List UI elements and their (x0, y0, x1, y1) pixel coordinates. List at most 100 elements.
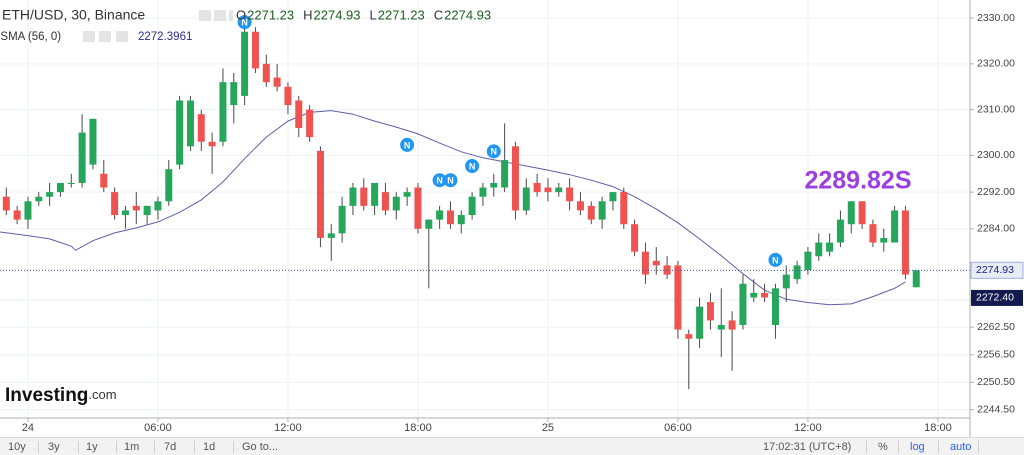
candle-body (371, 182, 379, 206)
candle-body (901, 210, 909, 275)
candle-body (46, 192, 54, 197)
candle-body (717, 324, 725, 330)
event-marker[interactable] (768, 252, 783, 267)
candle-body (631, 224, 639, 252)
candle-body (154, 201, 162, 211)
candle-body (446, 210, 454, 225)
candle-body (327, 233, 335, 238)
icon[interactable] (214, 10, 226, 21)
candle-body (306, 109, 314, 138)
symbol-title: ETH/USD, 30, Binance (2, 7, 145, 23)
icon[interactable] (116, 31, 128, 42)
candle-body (750, 292, 758, 298)
candle-body (436, 210, 444, 220)
candle-body (392, 196, 400, 211)
toolbar: 10y 3y 1y 1m 7d 1d Go to... 17:02:31 (UTC+8)% lo… (0, 437, 1024, 455)
y-tick-label: 2320.00 (977, 58, 1015, 70)
range-button[interactable]: 7d (164, 441, 177, 453)
y-tick-label: 2330.00 (977, 12, 1015, 24)
candle-body (262, 63, 270, 83)
candle-body (728, 320, 736, 330)
candle-body (468, 196, 476, 216)
option-button[interactable]: % (878, 441, 888, 453)
candle-body (739, 283, 747, 325)
candle-body (641, 251, 649, 275)
ohlc-label: C (434, 7, 443, 22)
candle-body (24, 201, 32, 220)
range-button[interactable]: 10y (8, 441, 26, 453)
indicator-value: 2272.3961 (138, 31, 192, 43)
range-button[interactable]: 1y (86, 441, 98, 453)
separator (78, 441, 79, 453)
candle-body (67, 182, 75, 184)
separator (978, 441, 979, 453)
candle-body (847, 201, 855, 225)
candle-body (360, 187, 368, 206)
candle-body (880, 237, 888, 243)
event-label: N (772, 255, 779, 265)
y-tick-label: 2262.50 (977, 321, 1015, 333)
candle-body (208, 141, 216, 147)
indicator-name: LSMA (56, 0) (0, 31, 61, 43)
icon[interactable] (99, 31, 111, 42)
separator (154, 441, 155, 453)
candle-body (706, 302, 714, 321)
event-marker[interactable] (443, 173, 458, 188)
icon[interactable] (229, 10, 233, 21)
candle-body (403, 192, 411, 197)
event-marker[interactable] (400, 137, 415, 152)
separator (233, 441, 234, 453)
separator (194, 441, 195, 453)
range-button[interactable]: 3y (48, 441, 60, 453)
candle-body (490, 182, 498, 188)
goto-button[interactable]: Go to... (242, 441, 279, 453)
x-tick-label: 25 (542, 422, 554, 434)
candle-body (696, 306, 704, 339)
candle-body (176, 100, 184, 165)
event-marker[interactable] (237, 15, 252, 30)
candle-body (132, 205, 140, 211)
x-tick-label: 12:00 (274, 422, 302, 434)
x-tick-label: 18:00 (404, 422, 432, 434)
y-tick-label: 2250.50 (977, 376, 1015, 388)
candle-body (566, 187, 574, 202)
candle-body (771, 288, 779, 325)
candle-body (858, 201, 866, 225)
event-marker[interactable] (432, 173, 447, 188)
event-marker[interactable] (465, 158, 480, 173)
lsma-line (0, 110, 906, 306)
icon[interactable] (83, 31, 95, 42)
lsma-price-box (971, 289, 1023, 306)
candle-body (544, 187, 552, 193)
candle-body (501, 160, 509, 188)
candle-body (533, 182, 541, 193)
separator (116, 441, 117, 453)
candle-body (338, 205, 346, 234)
y-tick-label: 2284.00 (977, 223, 1015, 235)
candle-body (479, 187, 487, 197)
ohlc-label: H (303, 7, 312, 22)
candle-body (609, 192, 617, 202)
option-button[interactable]: auto (950, 441, 972, 453)
candle-body (576, 201, 584, 211)
candle-body (674, 265, 682, 330)
candle-body (912, 270, 920, 288)
x-tick-label: 24 (22, 422, 34, 434)
event-marker[interactable] (486, 144, 501, 159)
range-button[interactable]: 1m (124, 441, 140, 453)
lsma-price-label: 2272.40 (976, 292, 1014, 304)
separator (38, 441, 39, 453)
candle-body (197, 114, 205, 142)
candle-body (295, 100, 303, 128)
range-button[interactable]: 1d (203, 441, 216, 453)
candle-body (219, 82, 227, 142)
event-label: N (404, 140, 411, 150)
y-tick-label: 2292.00 (977, 186, 1015, 198)
candle-body (284, 86, 292, 106)
option-button[interactable]: log (910, 441, 925, 453)
candle-body (78, 132, 86, 183)
candle-body (804, 251, 812, 271)
icon[interactable] (199, 10, 211, 21)
candle-body (620, 192, 628, 225)
